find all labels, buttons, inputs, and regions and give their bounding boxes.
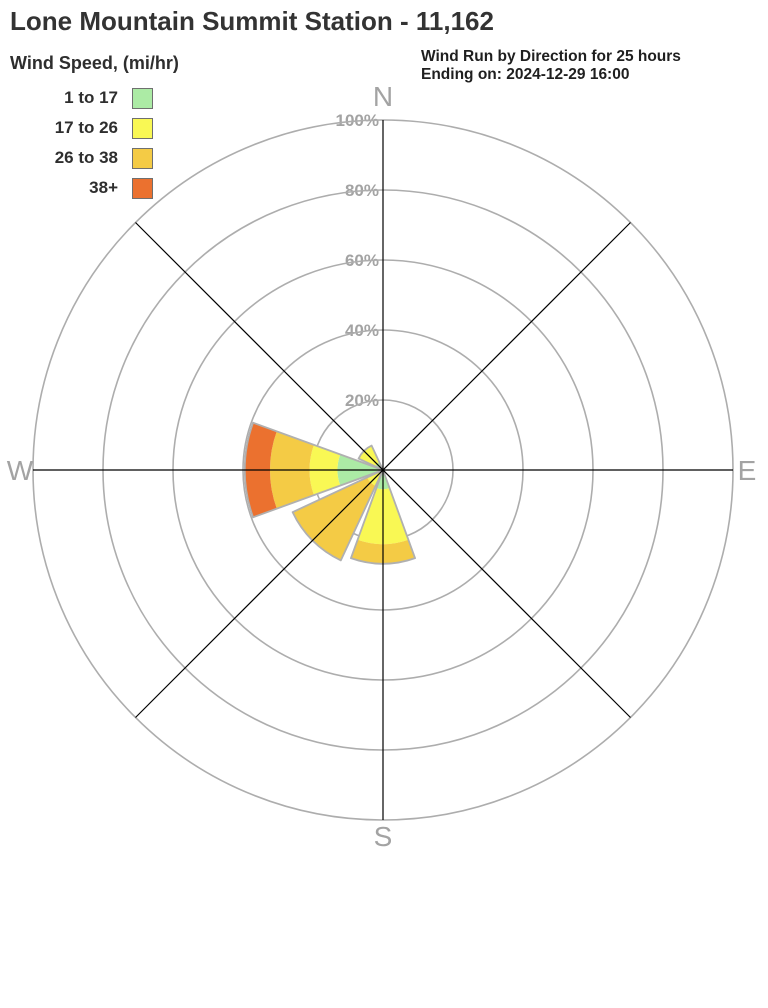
legend-label: 1 to 17 xyxy=(64,88,118,107)
legend-label: 26 to 38 xyxy=(54,148,118,167)
wind-speed-legend: 1 to 17 17 to 26 26 to 38 38+ xyxy=(10,87,153,208)
chart-subtitle-line1: Wind Run by Direction for 25 hours xyxy=(421,48,681,65)
wind-rose-petals xyxy=(243,421,416,565)
compass-south-label: S xyxy=(374,821,393,852)
compass-labels: N S W E xyxy=(7,81,757,852)
legend-label: 38+ xyxy=(89,178,118,197)
legend-color-swatch xyxy=(132,87,153,109)
ring-label-20: 20% xyxy=(345,391,379,410)
legend-item: 17 to 26 xyxy=(10,117,153,139)
legend-item: 38+ xyxy=(10,177,153,199)
axis-ne-sw xyxy=(135,222,631,718)
legend-color-swatch xyxy=(132,147,153,169)
legend-item: 1 to 17 xyxy=(10,87,153,109)
legend-item: 26 to 38 xyxy=(10,147,153,169)
legend-color-swatch xyxy=(132,177,153,199)
ring-label-40: 40% xyxy=(345,321,379,340)
chart-subtitle: Wind Run by Direction for 25 hours Endin… xyxy=(421,48,681,83)
legend-title: Wind Speed, (mi/hr) xyxy=(10,53,179,73)
legend-color-swatch xyxy=(132,117,153,139)
compass-east-label: E xyxy=(738,455,757,486)
compass-north-label: N xyxy=(373,81,393,112)
compass-west-label: W xyxy=(7,455,34,486)
legend-label: 17 to 26 xyxy=(54,118,118,137)
polar-axes xyxy=(33,120,733,820)
chart-subtitle-line2: Ending on: 2024-12-29 16:00 xyxy=(421,65,630,83)
page-title: Lone Mountain Summit Station - 11,162 xyxy=(10,6,494,36)
